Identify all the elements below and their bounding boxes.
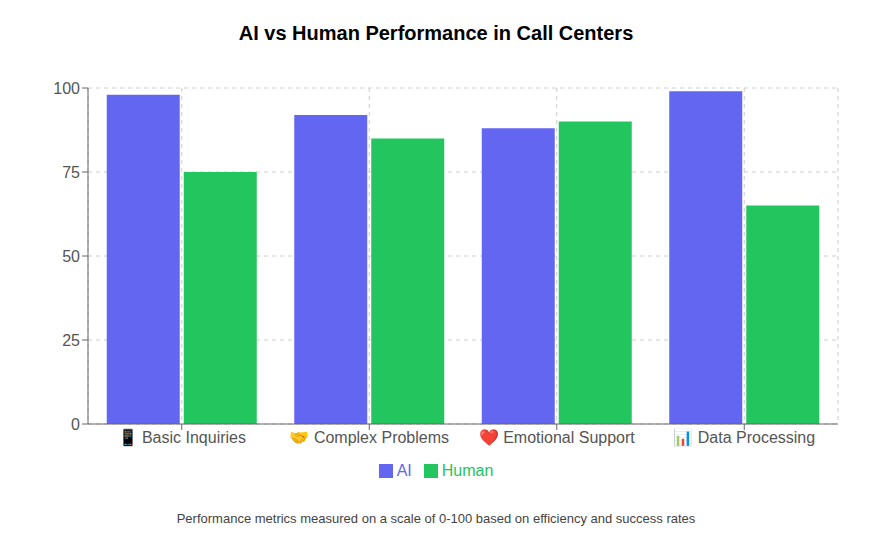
svg-text:100: 100	[53, 80, 80, 97]
svg-text:25: 25	[62, 332, 80, 349]
svg-text:📊 Data Processing: 📊 Data Processing	[673, 428, 815, 447]
svg-text:0: 0	[71, 416, 80, 433]
svg-text:❤️ Emotional Support: ❤️ Emotional Support	[479, 429, 636, 446]
svg-text:75: 75	[62, 164, 80, 181]
html-text:Human: Human	[441, 462, 494, 479]
html-text:AI vs Human Performance in Cal: AI vs Human Performance in Call Centers	[238, 22, 634, 44]
html-text:AI: AI	[396, 462, 412, 479]
svg-text:50: 50	[62, 248, 80, 265]
svg-text:📱 Basic Inquiries: 📱 Basic Inquiries	[118, 428, 247, 447]
html-text:Performance metrics measured o: Performance metrics measured on a scale …	[176, 511, 696, 526]
svg-text:🤝 Complex Problems: 🤝 Complex Problems	[289, 429, 449, 446]
